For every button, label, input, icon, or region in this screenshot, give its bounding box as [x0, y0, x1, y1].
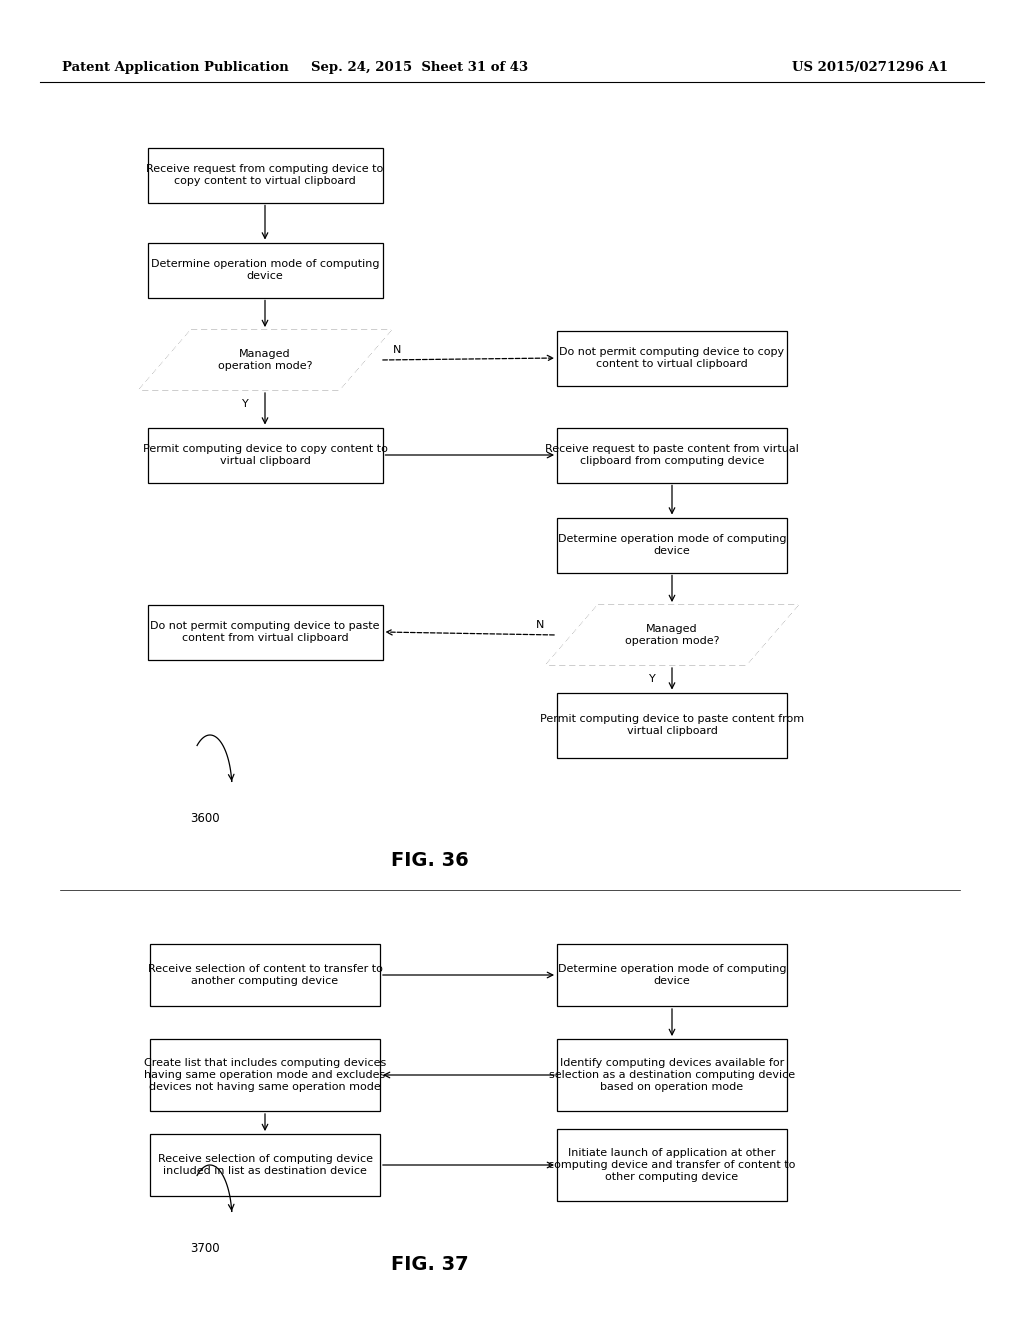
FancyBboxPatch shape — [557, 693, 787, 758]
Text: Determine operation mode of computing
device: Determine operation mode of computing de… — [558, 964, 786, 986]
Text: Identify computing devices available for
selection as a destination computing de: Identify computing devices available for… — [549, 1059, 795, 1092]
Text: Determine operation mode of computing
device: Determine operation mode of computing de… — [151, 259, 379, 281]
Text: Managed
operation mode?: Managed operation mode? — [218, 350, 312, 371]
Polygon shape — [546, 605, 798, 665]
FancyBboxPatch shape — [147, 148, 383, 202]
Text: FIG. 37: FIG. 37 — [391, 1255, 469, 1275]
Text: Y: Y — [242, 399, 249, 409]
Text: Sep. 24, 2015  Sheet 31 of 43: Sep. 24, 2015 Sheet 31 of 43 — [311, 62, 528, 74]
Polygon shape — [139, 330, 391, 389]
Text: Create list that includes computing devices
having same operation mode and exclu: Create list that includes computing devi… — [144, 1059, 386, 1092]
Text: Y: Y — [648, 675, 655, 684]
Text: Do not permit computing device to paste
content from virtual clipboard: Do not permit computing device to paste … — [151, 622, 380, 643]
Text: Receive request to paste content from virtual
clipboard from computing device: Receive request to paste content from vi… — [545, 445, 799, 466]
FancyBboxPatch shape — [557, 944, 787, 1006]
FancyBboxPatch shape — [147, 243, 383, 297]
FancyBboxPatch shape — [557, 1129, 787, 1201]
Text: Initiate launch of application at other
computing device and transfer of content: Initiate launch of application at other … — [548, 1148, 796, 1181]
Text: Patent Application Publication: Patent Application Publication — [62, 62, 289, 74]
Text: Receive selection of computing device
included in list as destination device: Receive selection of computing device in… — [158, 1154, 373, 1176]
Text: N: N — [393, 345, 401, 355]
Text: Receive request from computing device to
copy content to virtual clipboard: Receive request from computing device to… — [146, 164, 384, 186]
Text: US 2015/0271296 A1: US 2015/0271296 A1 — [792, 62, 948, 74]
Text: FIG. 36: FIG. 36 — [391, 850, 469, 870]
Text: Receive selection of content to transfer to
another computing device: Receive selection of content to transfer… — [147, 964, 382, 986]
FancyBboxPatch shape — [557, 517, 787, 573]
FancyBboxPatch shape — [150, 1039, 380, 1111]
Text: 3600: 3600 — [190, 812, 220, 825]
FancyBboxPatch shape — [150, 1134, 380, 1196]
Text: Determine operation mode of computing
device: Determine operation mode of computing de… — [558, 535, 786, 556]
Text: Permit computing device to copy content to
virtual clipboard: Permit computing device to copy content … — [142, 445, 387, 466]
FancyBboxPatch shape — [147, 605, 383, 660]
FancyBboxPatch shape — [147, 428, 383, 483]
Text: Permit computing device to paste content from
virtual clipboard: Permit computing device to paste content… — [540, 714, 804, 735]
Text: 3700: 3700 — [190, 1242, 220, 1254]
Text: N: N — [536, 620, 544, 630]
Text: Do not permit computing device to copy
content to virtual clipboard: Do not permit computing device to copy c… — [559, 347, 784, 368]
FancyBboxPatch shape — [557, 1039, 787, 1111]
Text: Managed
operation mode?: Managed operation mode? — [625, 624, 719, 645]
FancyBboxPatch shape — [557, 330, 787, 385]
FancyBboxPatch shape — [150, 944, 380, 1006]
FancyBboxPatch shape — [557, 428, 787, 483]
